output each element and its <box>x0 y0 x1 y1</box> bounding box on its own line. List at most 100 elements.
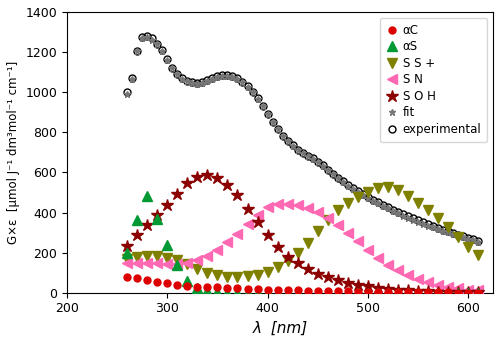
S O H <box>194 175 200 179</box>
experimental <box>144 34 150 38</box>
S O H <box>385 287 391 291</box>
fit <box>395 211 401 215</box>
fit <box>475 239 481 244</box>
S N <box>435 283 441 287</box>
αC <box>124 275 130 279</box>
S S + <box>134 255 140 259</box>
S S + <box>264 270 270 274</box>
αS <box>144 194 150 199</box>
S O H <box>124 244 130 248</box>
S N <box>365 248 371 252</box>
S O H <box>445 290 451 294</box>
αS <box>174 263 180 267</box>
αC <box>455 291 461 295</box>
αC <box>344 289 350 293</box>
S N <box>234 232 240 236</box>
αC <box>264 287 270 292</box>
αS <box>224 291 230 295</box>
S O H <box>415 289 421 293</box>
S O H <box>264 233 270 237</box>
αC <box>415 290 421 294</box>
αC <box>154 280 160 284</box>
Line: S S +: S S + <box>122 182 483 282</box>
experimental <box>475 239 481 243</box>
fit <box>300 151 306 155</box>
fit <box>460 235 466 239</box>
S N <box>164 262 170 266</box>
αC <box>224 286 230 290</box>
αS <box>435 291 441 295</box>
experimental <box>340 179 345 183</box>
S N <box>405 273 411 277</box>
S S + <box>124 257 130 261</box>
S N <box>194 258 200 262</box>
S S + <box>475 252 481 257</box>
S S + <box>455 235 461 239</box>
S N <box>324 215 330 220</box>
αC <box>324 289 330 293</box>
αC <box>435 290 441 294</box>
αC <box>254 287 260 291</box>
S S + <box>395 188 401 192</box>
S N <box>314 210 320 214</box>
S S + <box>254 273 260 277</box>
S S + <box>385 186 391 190</box>
S N <box>344 230 350 235</box>
αS <box>184 279 190 283</box>
S O H <box>164 202 170 206</box>
S O H <box>214 176 220 180</box>
S O H <box>174 192 180 197</box>
experimental <box>134 49 140 53</box>
S O H <box>435 290 441 294</box>
S N <box>144 261 150 265</box>
S O H <box>465 290 471 294</box>
S S + <box>214 273 220 277</box>
S O H <box>395 288 401 292</box>
αC <box>174 283 180 287</box>
S S + <box>365 190 371 194</box>
S O H <box>365 284 371 288</box>
Line: αS: αS <box>122 192 483 298</box>
S S + <box>375 186 381 190</box>
fit <box>124 92 130 96</box>
S O H <box>355 283 361 287</box>
αS <box>164 243 170 247</box>
αS <box>475 291 481 295</box>
S N <box>184 261 190 265</box>
Legend: αC, αS, S S +, S N, S O H, fit, experimental: αC, αS, S S +, S N, S O H, fit, experime… <box>380 18 487 142</box>
S S + <box>224 275 230 279</box>
S S + <box>355 196 361 200</box>
αS <box>455 291 461 295</box>
S S + <box>344 200 350 204</box>
S N <box>244 222 250 226</box>
Line: experimental: experimental <box>124 33 482 244</box>
αS <box>244 291 250 295</box>
S N <box>465 287 471 292</box>
αS <box>304 291 310 295</box>
S N <box>294 202 300 206</box>
αS <box>254 291 260 295</box>
S O H <box>274 245 280 249</box>
S O H <box>204 173 210 177</box>
S O H <box>144 223 150 227</box>
αC <box>314 289 320 293</box>
αS <box>465 291 471 295</box>
αC <box>405 290 411 294</box>
S O H <box>405 288 411 293</box>
S N <box>204 253 210 258</box>
αS <box>365 291 371 295</box>
αC <box>244 287 250 291</box>
αS <box>234 291 240 295</box>
αS <box>395 291 401 295</box>
αS <box>324 291 330 295</box>
αS <box>294 291 300 295</box>
αS <box>264 291 270 295</box>
S N <box>385 263 391 267</box>
αC <box>194 285 200 289</box>
S O H <box>475 290 481 294</box>
S N <box>264 204 270 209</box>
S S + <box>284 259 290 263</box>
αC <box>214 285 220 289</box>
αS <box>314 291 320 295</box>
S O H <box>184 181 190 186</box>
